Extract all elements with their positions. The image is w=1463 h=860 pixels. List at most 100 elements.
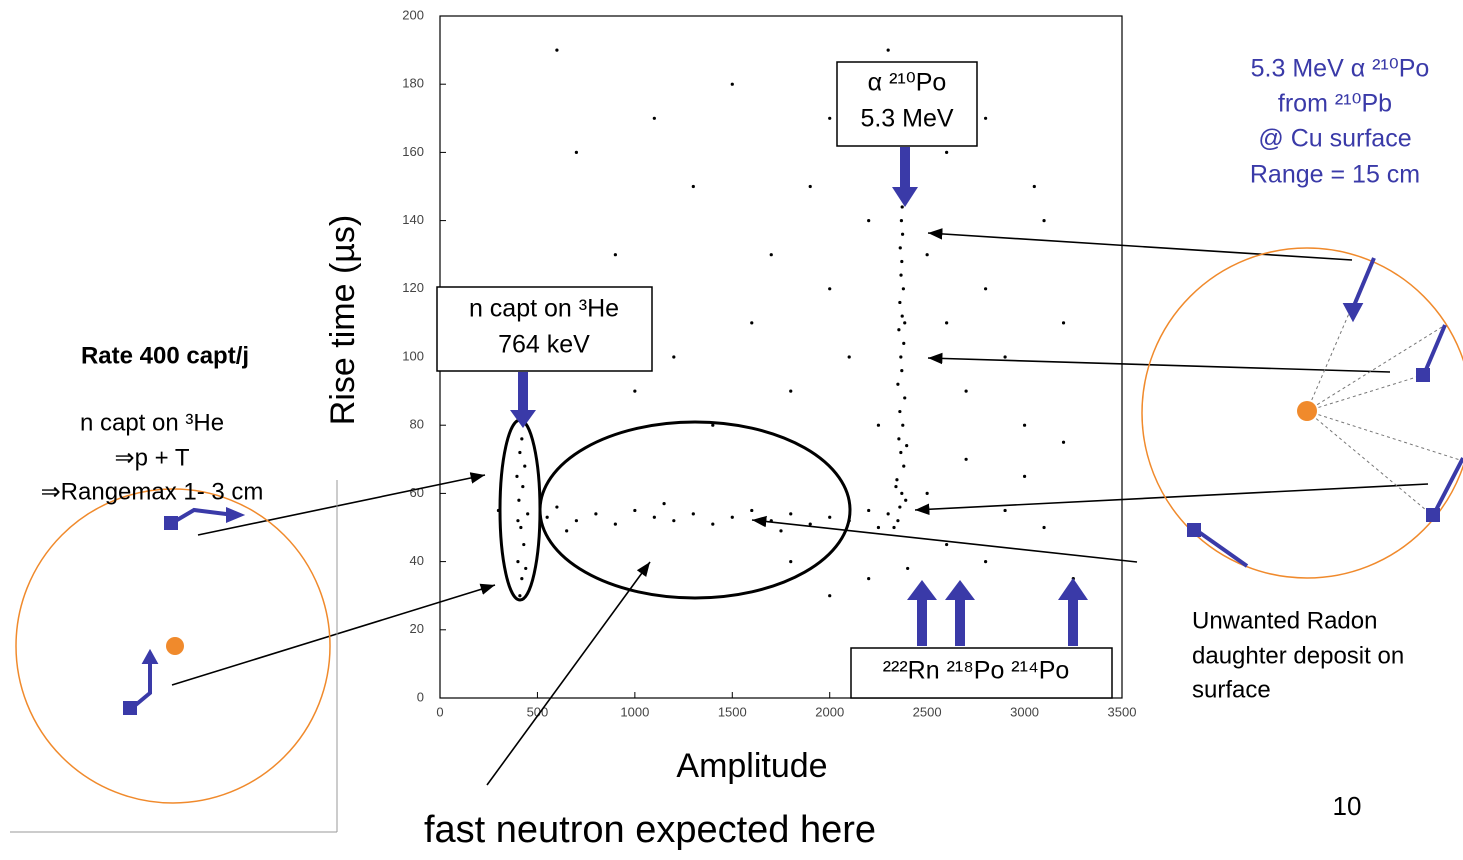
- point: [895, 478, 899, 482]
- point: [945, 150, 949, 154]
- point: [964, 389, 968, 393]
- point: [1042, 219, 1046, 223]
- y-tick-label: 140: [402, 212, 424, 227]
- point: [779, 529, 783, 533]
- x-tick-label: 1000: [620, 704, 649, 719]
- point: [1003, 508, 1007, 513]
- point: [896, 519, 900, 523]
- y-tick-label: 120: [402, 280, 424, 295]
- point: [545, 515, 549, 519]
- point: [652, 116, 656, 120]
- point: [633, 508, 637, 513]
- x-tick-label: 2000: [815, 704, 844, 719]
- point: [898, 300, 902, 305]
- point: [1061, 321, 1066, 325]
- annotation: 5.3 MeV: [860, 105, 953, 133]
- point: [900, 232, 905, 236]
- point: [901, 287, 905, 291]
- point: [898, 505, 902, 509]
- point: [518, 450, 522, 455]
- point: [516, 519, 520, 523]
- point: [1061, 440, 1066, 444]
- point: [964, 457, 968, 461]
- ellipse: [498, 418, 542, 602]
- point: [867, 577, 871, 581]
- point: [652, 515, 656, 519]
- point: [1032, 184, 1036, 189]
- pointer-lines: [171, 228, 1429, 786]
- point: [574, 519, 579, 523]
- annotation-box: [836, 61, 978, 147]
- annotation-box: [850, 647, 1113, 699]
- text: surface: [1192, 676, 1271, 703]
- point: [900, 205, 904, 209]
- caption: fast neutron expected here: [424, 809, 876, 851]
- point: [867, 219, 871, 223]
- dotted-lines: [1306, 259, 1461, 516]
- point: [903, 396, 907, 400]
- text: daughter deposit on: [1192, 642, 1404, 669]
- point: [1022, 474, 1027, 478]
- point: [886, 512, 890, 516]
- point: [847, 355, 851, 359]
- point: [691, 184, 695, 189]
- point: [750, 321, 754, 325]
- point: [904, 498, 908, 502]
- points: [496, 48, 1075, 598]
- point: [984, 116, 988, 120]
- point: [896, 382, 900, 386]
- y-tick-label: 40: [410, 553, 424, 568]
- point: [900, 369, 904, 373]
- point: [524, 566, 528, 571]
- point: [902, 464, 906, 468]
- point: [897, 437, 901, 441]
- point: [574, 150, 579, 154]
- text: 5.3 MeV α ²¹⁰Po: [1251, 55, 1430, 83]
- y-tick-label: 180: [402, 76, 424, 91]
- x-tick-label: 3000: [1010, 704, 1039, 719]
- y-tick-label: 160: [402, 144, 424, 159]
- point: [925, 491, 929, 495]
- point: [897, 328, 901, 332]
- point: [906, 566, 910, 571]
- center-dot: [1297, 401, 1317, 421]
- point: [750, 508, 754, 513]
- point: [526, 512, 530, 516]
- text: Rate 400 capt/j: [81, 342, 249, 369]
- point: [828, 515, 832, 519]
- point: [633, 389, 637, 393]
- point: [789, 512, 793, 516]
- point: [789, 560, 793, 564]
- x-axis-label: Amplitude: [676, 747, 827, 785]
- detector-circle: [15, 488, 331, 804]
- point: [945, 542, 949, 547]
- x-tick-label: 0: [436, 704, 443, 719]
- annotation: 764 keV: [498, 331, 590, 359]
- page-number: 10: [1333, 791, 1362, 821]
- point: [903, 321, 907, 325]
- point: [711, 423, 715, 427]
- point: [691, 512, 695, 516]
- annotation: n capt on ³He: [469, 295, 619, 323]
- y-tick-label: 60: [410, 485, 424, 500]
- point: [902, 341, 906, 345]
- point: [565, 529, 569, 533]
- point: [886, 48, 890, 52]
- point: [808, 522, 812, 526]
- y-tick-label: 200: [402, 7, 424, 22]
- point: [899, 450, 903, 455]
- point: [894, 484, 898, 489]
- annotation-box: [436, 286, 653, 372]
- point: [662, 502, 666, 506]
- point: [518, 594, 522, 598]
- point: [876, 423, 881, 427]
- text: ⇒Rangemax 1- 3 cm: [41, 478, 264, 505]
- point: [1042, 525, 1046, 530]
- point: [730, 82, 734, 86]
- text: from ²¹⁰Pb: [1278, 90, 1392, 118]
- text: ⇒p + T: [114, 444, 189, 471]
- text: @ Cu surface: [1258, 125, 1411, 153]
- annotation: α ²¹⁰Po: [868, 69, 947, 97]
- point: [899, 355, 903, 359]
